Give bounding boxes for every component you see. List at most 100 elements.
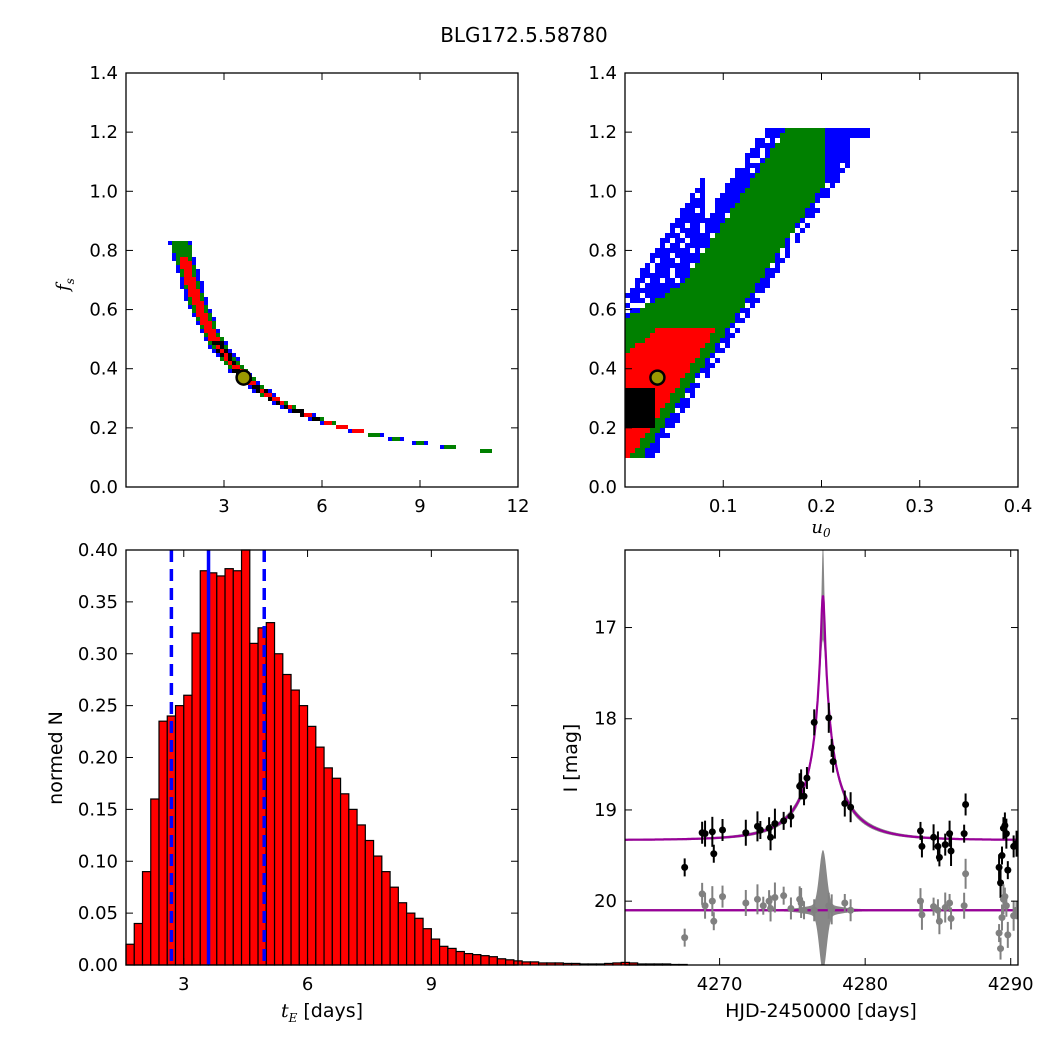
density-cell (750, 278, 755, 283)
density-cell (815, 198, 820, 203)
density-cell (745, 258, 750, 263)
density-cell (645, 358, 650, 363)
density-cell (715, 213, 720, 218)
density-cell (705, 283, 710, 288)
density-cell (685, 208, 690, 213)
density-cell (252, 377, 256, 381)
density-cell (635, 368, 640, 373)
density-cell (720, 283, 725, 288)
density-cell (740, 283, 745, 288)
data-point (841, 899, 849, 907)
histogram-bar (150, 798, 160, 966)
density-cell (790, 153, 795, 158)
density-cell (670, 263, 675, 268)
density-cell (840, 143, 845, 148)
density-cell (650, 303, 655, 308)
residual-band (625, 849, 1018, 965)
density-cell (184, 257, 188, 261)
density-cell (212, 345, 216, 349)
density-cell (650, 273, 655, 278)
density-cell (750, 193, 755, 198)
density-cell (775, 258, 780, 263)
histogram-bar (290, 689, 300, 966)
density-cell (750, 173, 755, 178)
density-cell (740, 168, 745, 173)
density-cell (730, 193, 735, 198)
data-point (719, 893, 727, 901)
density-cell (685, 243, 690, 248)
density-cell (730, 263, 735, 268)
density-cell (825, 153, 830, 158)
histogram-bar (356, 824, 366, 966)
density-cell (180, 257, 184, 261)
density-cell (690, 328, 695, 333)
density-cell (180, 269, 184, 273)
density-cell (180, 265, 184, 269)
data-point (916, 827, 924, 835)
density-cell (196, 297, 200, 301)
density-cell (695, 228, 700, 233)
density-cell (745, 283, 750, 288)
density-cell (640, 418, 645, 423)
density-cell (710, 218, 715, 223)
density-cell (640, 428, 645, 433)
density-cell (675, 303, 680, 308)
density-cell (690, 323, 695, 328)
density-cell (640, 348, 645, 353)
density-cell (670, 373, 675, 378)
density-cell (800, 148, 805, 153)
density-cell (740, 318, 745, 323)
density-cell (655, 448, 660, 453)
density-cell (640, 363, 645, 368)
density-cell (755, 263, 760, 268)
density-cell (795, 218, 800, 223)
density-cell (655, 278, 660, 283)
data-point (810, 906, 818, 914)
density-cell (710, 298, 715, 303)
density-cell (740, 298, 745, 303)
density-cell (795, 238, 800, 243)
density-cell (645, 393, 650, 398)
density-cell (695, 258, 700, 263)
density-cell (192, 261, 196, 265)
density-cell (635, 443, 640, 448)
density-cell (204, 329, 208, 333)
density-cell (650, 278, 655, 283)
density-cell (184, 241, 188, 245)
histogram-bar (480, 955, 490, 966)
density-cell (284, 401, 288, 405)
density-cell (685, 358, 690, 363)
density-cell (184, 293, 188, 297)
density-cell (770, 268, 775, 273)
density-cell (660, 288, 665, 293)
density-cell (675, 268, 680, 273)
density-cell (224, 357, 228, 361)
density-cell (268, 389, 272, 393)
density-cell (695, 318, 700, 323)
x-tick-label: 6 (316, 496, 327, 517)
density-cell (695, 198, 700, 203)
density-cell (655, 388, 660, 393)
density-cell (790, 218, 795, 223)
density-cell (635, 448, 640, 453)
density-cell (750, 218, 755, 223)
density-cell (725, 228, 730, 233)
density-cell (660, 293, 665, 298)
data-point (710, 917, 718, 925)
density-cell (695, 343, 700, 348)
density-cell (730, 243, 735, 248)
density-cell (625, 403, 630, 408)
density-cell (660, 238, 665, 243)
density-cell (690, 318, 695, 323)
data-point (841, 800, 849, 808)
density-cell (795, 208, 800, 213)
density-cell (665, 253, 670, 258)
density-cell (288, 405, 292, 409)
density-cell (685, 333, 690, 338)
density-cell (840, 158, 845, 163)
density-cell (700, 193, 705, 198)
density-cell (655, 343, 660, 348)
density-cell (710, 213, 715, 218)
density-cell (196, 317, 200, 321)
density-cell (770, 248, 775, 253)
